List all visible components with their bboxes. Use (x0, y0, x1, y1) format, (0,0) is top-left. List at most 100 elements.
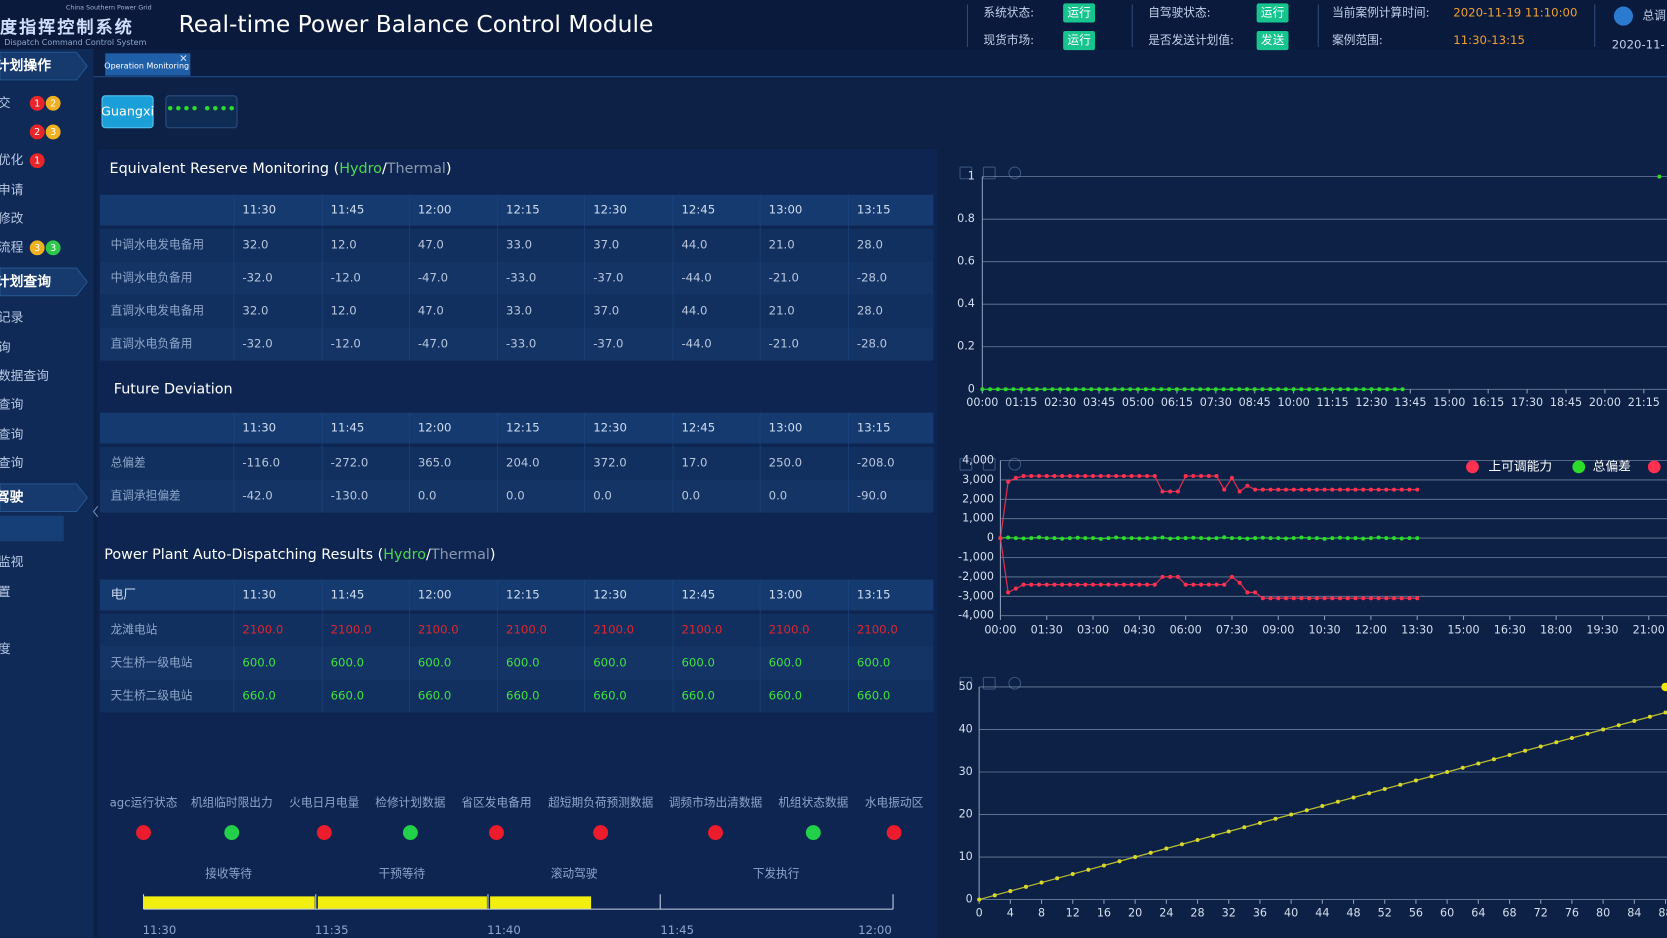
table-cell: 0.0 (418, 489, 437, 503)
data-point (1101, 863, 1106, 868)
data-point (1098, 582, 1103, 587)
button-label[interactable]: Guangxi (101, 104, 154, 119)
table-cell: -116.0 (242, 456, 280, 470)
sidebar-item[interactable]: 流程 (0, 240, 24, 255)
table-cell: 372.0 (593, 456, 626, 470)
sidebar-group-bg[interactable] (0, 267, 88, 297)
title-part: Equivalent Reserve Monitoring ( (110, 161, 340, 177)
tab-close[interactable] (180, 55, 187, 62)
chart-tool[interactable] (959, 166, 973, 180)
data-point (1361, 596, 1366, 601)
table-cell: 600.0 (593, 656, 626, 670)
sidebar-collapse[interactable] (92, 505, 99, 518)
sidebar-group-title[interactable]: 计划操作 (0, 57, 51, 74)
chart-tool[interactable] (982, 166, 996, 180)
data-point (1237, 489, 1242, 494)
user-name[interactable]: 总调 (1643, 9, 1666, 23)
status-label: 系统状态: (983, 5, 1034, 19)
sidebar-item[interactable]: 监视 (0, 555, 24, 570)
sidebar-item[interactable]: 询 (0, 340, 11, 355)
sidebar-item[interactable]: 优化 (0, 153, 24, 168)
data-point (1330, 596, 1335, 601)
data-point (1152, 582, 1157, 587)
data-point (1276, 536, 1281, 541)
sidebar-item[interactable]: 修改 (0, 212, 24, 227)
sidebar-item[interactable]: 数据查询 (0, 369, 49, 384)
sidebar-item[interactable]: 度 (0, 641, 11, 657)
title-part: Future Deviation (114, 381, 233, 397)
y-tick-label: -2,000 (958, 570, 994, 583)
x-tick-label: 12:30 (1355, 396, 1387, 409)
table-header-cell: 11:45 (331, 203, 365, 217)
user-icon[interactable] (1613, 6, 1633, 26)
data-point (1145, 582, 1150, 587)
data-point (1098, 536, 1103, 541)
legend-marker[interactable] (1647, 460, 1661, 474)
data-point (1237, 580, 1242, 585)
table-cell: 2100.0 (681, 623, 722, 637)
data-point (1021, 536, 1026, 541)
data-point (1129, 582, 1134, 587)
sidebar-item[interactable]: 查询 (0, 456, 23, 471)
x-tick-label: 10:30 (1309, 624, 1341, 637)
data-point (1135, 387, 1141, 392)
y-tick-label: 0 (987, 531, 994, 544)
data-point (1067, 536, 1072, 541)
data-point (980, 387, 985, 392)
chart-tool[interactable] (959, 457, 973, 471)
legend-label[interactable]: 上可调能力 (1488, 459, 1552, 474)
chart-tool[interactable] (1008, 676, 1022, 690)
x-tick-label: 13:30 (1401, 624, 1433, 637)
data-point (1460, 765, 1465, 770)
y-tick-label: 0.6 (957, 255, 975, 268)
logo-title: 度指挥控制系统 (0, 17, 134, 38)
chart-tool[interactable] (982, 457, 996, 471)
data-point (1098, 473, 1103, 479)
status-value: 运行 (1261, 5, 1285, 19)
chart-tool[interactable] (982, 676, 996, 690)
y-tick-label: 2,000 (962, 492, 994, 505)
stage-label: 接收等待 (205, 867, 252, 881)
table-cell: 660.0 (506, 688, 539, 702)
table-row (99, 646, 934, 680)
button[interactable] (165, 95, 238, 129)
sidebar-item[interactable]: 置 (0, 585, 11, 600)
sidebar-item[interactable]: 查询 (0, 398, 23, 413)
data-point (1168, 489, 1173, 494)
sidebar-item[interactable]: 交 (0, 95, 11, 111)
data-point (1075, 535, 1080, 540)
data-point (1257, 821, 1262, 826)
tab-label[interactable]: Operation Monitoring (104, 62, 189, 71)
sidebar-group-bg[interactable] (0, 51, 88, 81)
button-label[interactable]: •••• •••• (166, 102, 236, 117)
legend-label[interactable]: 总偏差 (1593, 459, 1631, 474)
sidebar-group-title[interactable]: 计划查询 (0, 273, 51, 290)
legend-marker[interactable] (1572, 460, 1586, 474)
chart-tool[interactable] (1008, 457, 1022, 471)
data-point (1055, 876, 1060, 881)
data-point (1330, 387, 1335, 392)
chart-tool[interactable] (1008, 166, 1022, 180)
sidebar-item[interactable]: 记录 (0, 311, 24, 326)
data-point (1276, 596, 1281, 601)
table-cell: 2100.0 (418, 623, 459, 637)
sidebar-group-bg[interactable] (0, 483, 88, 513)
data-point (1245, 483, 1250, 488)
sidebar-group-title[interactable]: 驾驶 (0, 489, 24, 506)
chart-tool[interactable] (959, 676, 973, 690)
table-cell: -21.0 (769, 337, 799, 351)
data-point (1291, 536, 1296, 541)
sidebar-item[interactable]: 查询 (0, 427, 23, 442)
sidebar-item[interactable]: 申请 (0, 183, 24, 198)
data-point (1245, 590, 1250, 595)
table-cell: -42.0 (242, 489, 272, 503)
title-part: Thermal (386, 161, 446, 177)
legend-marker[interactable] (1466, 460, 1479, 474)
button[interactable] (101, 95, 154, 129)
stage-label: 下发执行 (753, 867, 800, 881)
data-point (1075, 473, 1080, 479)
x-tick-label: 18:00 (1540, 624, 1572, 637)
data-point (1143, 387, 1148, 392)
row-label: 中调水电负备用 (111, 271, 193, 285)
tab[interactable] (105, 53, 191, 76)
